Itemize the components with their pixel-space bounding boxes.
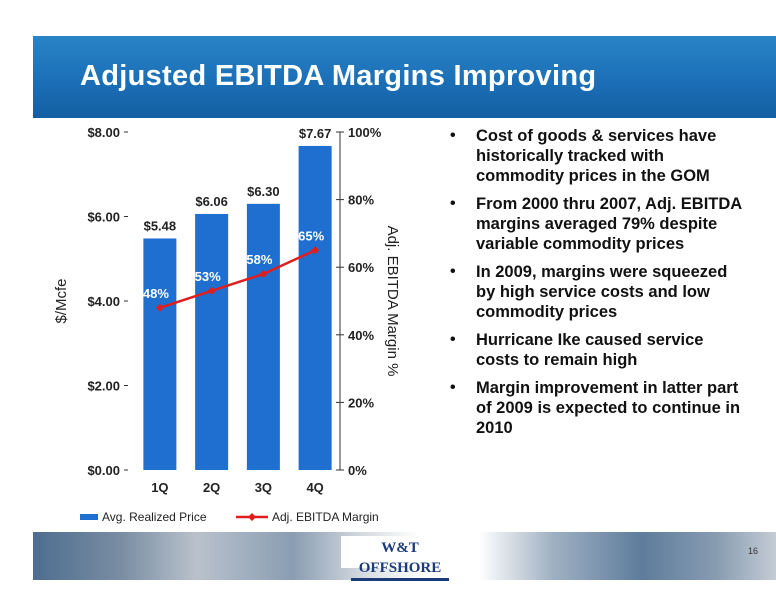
bullet-item: • From 2000 thru 2007, Adj. EBITDA margin… — [450, 194, 750, 254]
bar — [298, 145, 332, 470]
y2-tick-label: 100% — [348, 125, 382, 140]
bar-value-label: $6.30 — [247, 184, 280, 199]
slide-title: Adjusted EBITDA Margins Improving — [80, 60, 597, 92]
bullet-dot-icon: • — [450, 195, 456, 212]
bullet-text: From 2000 thru 2007, Adj. EBITDA margins… — [476, 195, 742, 253]
y-tick-label: $8.00 — [87, 125, 120, 140]
bar — [246, 203, 280, 470]
x-tick-label: 1Q — [151, 480, 168, 495]
legend-line-marker — [248, 513, 256, 521]
bullet-dot-icon: • — [450, 263, 456, 280]
margin-point — [155, 303, 164, 312]
margin-value-label: 65% — [298, 228, 324, 243]
margin-value-label: 53% — [195, 269, 221, 284]
title-bar: Adjusted EBITDA Margins Improving — [33, 36, 776, 118]
legend-bar-swatch — [80, 514, 98, 520]
y-tick-label: $6.00 — [87, 210, 120, 225]
margin-value-label: 48% — [143, 286, 169, 301]
margin-point — [259, 269, 268, 278]
y2-tick-label: 20% — [348, 395, 374, 410]
bullet-text: In 2009, margins were squeezed by high s… — [476, 263, 728, 321]
y-axis-title: $/Mcfe — [53, 278, 70, 323]
x-tick-label: 2Q — [203, 480, 220, 495]
page-number: 16 — [747, 546, 758, 556]
bullet-dot-icon: • — [450, 379, 456, 396]
legend-bar-label: Avg. Realized Price — [102, 510, 207, 524]
bar — [143, 238, 177, 470]
y2-tick-label: 40% — [348, 328, 374, 343]
margin-line — [159, 249, 316, 309]
bullet-text: Cost of goods & services have historical… — [476, 127, 717, 185]
footer-banner: W&T OFFSHORE 16 — [33, 532, 776, 581]
bullet-text: Margin improvement in latter part of 200… — [476, 379, 741, 437]
y-tick-label: $4.00 — [87, 294, 120, 309]
bar — [195, 213, 229, 470]
bullet-item: • Hurricane Ike caused service costs to r… — [450, 330, 750, 370]
x-tick-label: 3Q — [255, 480, 272, 495]
bullet-item: • Cost of goods & services have historica… — [450, 126, 750, 186]
y-tick-label: $2.00 — [87, 379, 120, 394]
bullet-list: • Cost of goods & services have historica… — [450, 126, 750, 446]
margin-value-label: 58% — [246, 252, 272, 267]
legend-line-label: Adj. EBITDA Margin — [272, 510, 379, 524]
y-tick-label: $0.00 — [87, 463, 120, 478]
y2-tick-label: 60% — [348, 260, 374, 275]
y2-tick-label: 0% — [348, 463, 367, 478]
company-logo: W&T OFFSHORE — [341, 536, 459, 581]
logo-underline — [351, 578, 449, 581]
bar-value-label: $5.48 — [144, 218, 177, 233]
bullet-dot-icon: • — [450, 331, 456, 348]
bullet-item: • In 2009, margins were squeezed by high … — [450, 262, 750, 322]
margin-point — [311, 246, 320, 255]
combo-chart: $0.00 $2.00 $4.00 $6.00 $8.00 0% 20% 40% 60% 80% 1… — [53, 125, 400, 524]
bar-value-label: $7.67 — [299, 126, 332, 141]
y2-tick-label: 80% — [348, 193, 374, 208]
company-logo-text: W&T OFFSHORE — [358, 540, 442, 576]
x-tick-label: 4Q — [306, 480, 323, 495]
bullet-text: Hurricane Ike caused service costs to re… — [476, 331, 704, 369]
bullet-item: • Margin improvement in latter part of 20… — [450, 378, 750, 438]
bar-value-label: $6.06 — [195, 194, 228, 209]
y2-axis-title: Adj. EBITDA Margin % — [384, 226, 400, 377]
margin-point — [207, 286, 216, 295]
bullet-dot-icon: • — [450, 127, 456, 144]
